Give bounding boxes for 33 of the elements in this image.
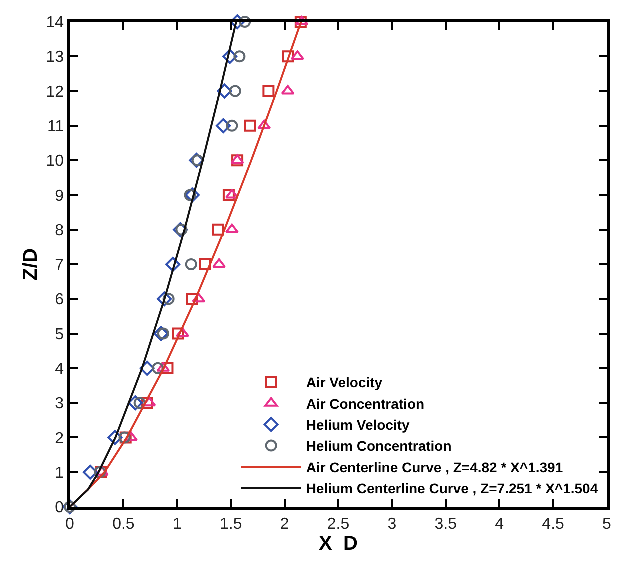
y-tick-label: 13 (46, 49, 64, 66)
y-tick-label: 6 (55, 292, 64, 309)
x-tick-label: 2.5 (327, 516, 350, 533)
x-tick-label: 5 (602, 516, 612, 533)
x-tick-label: 3.5 (434, 516, 458, 533)
y-tick-label: 12 (46, 84, 64, 101)
y-tick-label: 8 (55, 222, 64, 240)
y-tick-label: 0 (55, 500, 64, 517)
legend-label: Helium Velocity (306, 417, 410, 434)
y-tick-label: 7 (55, 257, 64, 274)
y-tick-label: 14 (46, 14, 64, 32)
x-tick-label: 2 (280, 516, 290, 533)
x-tick-label: 0.5 (112, 516, 135, 533)
y-tick-label: 9 (55, 188, 64, 205)
legend-label: Air Velocity (306, 374, 383, 391)
x-axis-title: X D (319, 532, 358, 555)
y-axis-title: Z/D (20, 248, 42, 281)
y-tick-label: 5 (55, 326, 64, 344)
y-tick-label: 3 (55, 396, 64, 413)
x-tick-label: 1.5 (220, 516, 242, 533)
y-tick-label: 2 (55, 430, 64, 448)
legend-label: Air Centerline Curve , Z=4.82 * X^1.391 (306, 459, 564, 476)
x-tick-label: 4.5 (542, 516, 565, 533)
y-tick-label: 1 (55, 464, 64, 482)
x-tick-label: 4 (495, 516, 504, 533)
y-tick-label: 11 (47, 118, 64, 136)
legend-label: Helium Concentration (306, 438, 452, 454)
legend-label: Air Concentration (306, 396, 425, 412)
y-tick-label: 10 (46, 153, 64, 170)
y-tick-label: 4 (55, 361, 64, 378)
legend-label: Helium Centerline Curve , Z=7.251 * X^1.504 (306, 480, 598, 497)
x-tick-label: 3 (388, 516, 397, 533)
x-tick-label: 1 (172, 516, 182, 533)
